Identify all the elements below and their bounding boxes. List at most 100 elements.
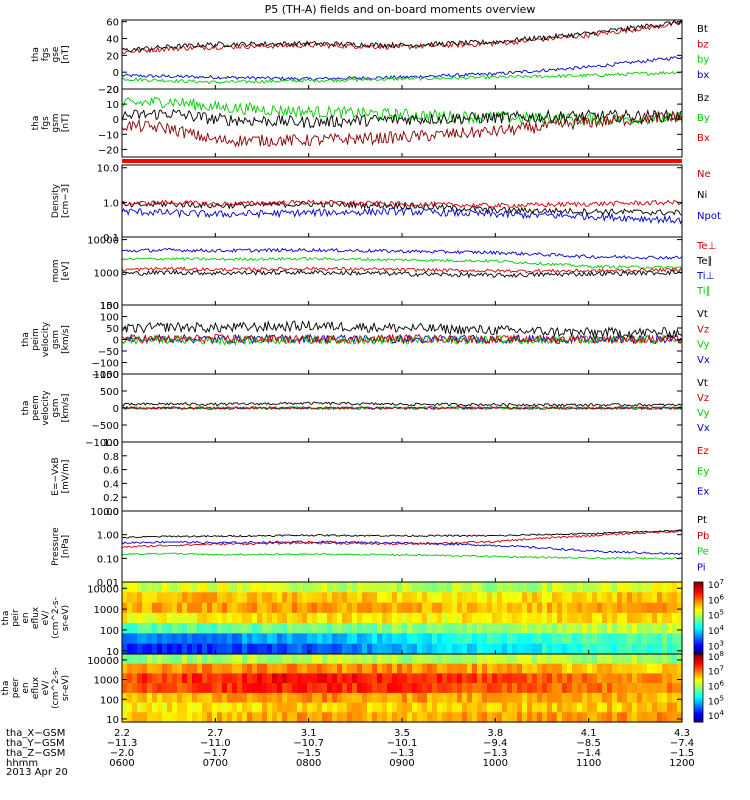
heatmap-cell bbox=[312, 582, 318, 593]
heatmap-cell bbox=[242, 602, 248, 614]
heatmap-cell bbox=[517, 663, 523, 674]
heatmap-cell bbox=[472, 654, 478, 665]
heatmap-cell bbox=[367, 683, 373, 694]
flag-bar bbox=[122, 159, 682, 163]
heatmap-cell bbox=[552, 643, 558, 655]
heatmap-cell bbox=[372, 712, 378, 723]
heatmap-cell bbox=[467, 612, 473, 624]
heatmap-cell bbox=[292, 602, 298, 614]
heatmap-cell bbox=[537, 654, 543, 665]
heatmap-cell bbox=[637, 623, 643, 634]
colorbar-swatch bbox=[694, 699, 703, 703]
heatmap-cell bbox=[312, 702, 318, 713]
heatmap-cell bbox=[247, 612, 253, 624]
y-axis-label: peem bbox=[31, 395, 41, 421]
heatmap-cell bbox=[527, 643, 533, 655]
y-axis-label: mom bbox=[51, 259, 61, 282]
heatmap-cell bbox=[542, 712, 548, 723]
heatmap-cell bbox=[617, 623, 623, 634]
x-tick-label: 4.1 bbox=[581, 728, 597, 739]
heatmap-cell bbox=[327, 712, 333, 723]
heatmap-cell bbox=[602, 623, 608, 634]
series-line-Pt bbox=[121, 529, 683, 539]
heatmap-cell bbox=[217, 623, 223, 634]
heatmap-cell bbox=[517, 582, 523, 593]
heatmap-cell bbox=[342, 582, 348, 593]
heatmap-cell bbox=[522, 582, 528, 593]
colorbar-swatch bbox=[694, 674, 703, 677]
heatmap-cell bbox=[622, 663, 628, 674]
colorbar-swatch bbox=[694, 716, 703, 720]
heatmap-cell bbox=[662, 712, 668, 723]
heatmap-cell bbox=[652, 582, 658, 593]
heatmap-cell bbox=[197, 592, 203, 604]
heatmap-cell bbox=[247, 643, 253, 655]
heatmap-cell bbox=[197, 683, 203, 694]
heatmap-cell bbox=[332, 582, 338, 593]
heatmap-cell bbox=[197, 673, 203, 684]
heatmap-cell bbox=[647, 612, 653, 624]
heatmap-cell bbox=[402, 623, 408, 634]
heatmap-cell bbox=[177, 623, 183, 634]
heatmap-cell bbox=[217, 654, 223, 665]
heatmap-cell bbox=[487, 702, 493, 713]
y-tick-label: 0 bbox=[113, 115, 119, 126]
heatmap-cell bbox=[257, 702, 263, 713]
heatmap-cell bbox=[487, 643, 493, 655]
heatmap-cell bbox=[582, 623, 588, 634]
heatmap-cell bbox=[317, 663, 323, 674]
heatmap-cell bbox=[657, 623, 663, 634]
heatmap-cell bbox=[267, 692, 273, 704]
heatmap-cell bbox=[462, 633, 468, 645]
heatmap-cell bbox=[242, 592, 248, 604]
heatmap-cell bbox=[122, 623, 128, 634]
heatmap-cell bbox=[562, 663, 568, 674]
heatmap-cell bbox=[257, 633, 263, 645]
heatmap-cell bbox=[477, 623, 483, 634]
heatmap-cell bbox=[472, 712, 478, 723]
heatmap-cell bbox=[662, 592, 668, 604]
heatmap-cell bbox=[282, 663, 288, 674]
heatmap-cell bbox=[647, 673, 653, 684]
heatmap-cell bbox=[462, 702, 468, 713]
heatmap-cell bbox=[177, 633, 183, 645]
colorbar-tick-label: 106 bbox=[708, 680, 724, 693]
heatmap-cell bbox=[167, 663, 173, 674]
y-axis-label: peir bbox=[11, 609, 21, 627]
heatmap-cell bbox=[387, 633, 393, 645]
heatmap-cell bbox=[347, 582, 353, 593]
heatmap-cell bbox=[377, 712, 383, 723]
heatmap-cell bbox=[612, 643, 618, 655]
heatmap-cell bbox=[592, 683, 598, 694]
heatmap-cell bbox=[537, 702, 543, 713]
heatmap-cell bbox=[507, 683, 513, 694]
heatmap-cell bbox=[672, 683, 678, 694]
heatmap-cell bbox=[477, 633, 483, 645]
heatmap-cell bbox=[237, 623, 243, 634]
heatmap-cell bbox=[447, 654, 453, 665]
heatmap-cell bbox=[492, 663, 498, 674]
heatmap-cell bbox=[327, 683, 333, 694]
heatmap-cell bbox=[607, 592, 613, 604]
heatmap-cell bbox=[577, 654, 583, 665]
heatmap-cell bbox=[482, 643, 488, 655]
heatmap-cell bbox=[552, 654, 558, 665]
heatmap-cell bbox=[467, 582, 473, 593]
heatmap-cell bbox=[617, 712, 623, 723]
heatmap-cell bbox=[627, 654, 633, 665]
heatmap-cell bbox=[602, 663, 608, 674]
y-axis-label: tha bbox=[21, 332, 31, 347]
heatmap-cell bbox=[517, 712, 523, 723]
heatmap-cell bbox=[617, 612, 623, 624]
heatmap-cell bbox=[352, 582, 358, 593]
heatmap-cell bbox=[317, 582, 323, 593]
colorbar-swatch bbox=[694, 671, 703, 674]
heatmap-cell bbox=[302, 582, 308, 593]
heatmap-cell bbox=[527, 602, 533, 614]
heatmap-cell bbox=[482, 654, 488, 665]
heatmap-cell bbox=[522, 643, 528, 655]
heatmap-cell bbox=[137, 692, 143, 704]
heatmap-cell bbox=[642, 612, 648, 624]
heatmap-cell bbox=[392, 692, 398, 704]
heatmap-cell bbox=[502, 582, 508, 593]
